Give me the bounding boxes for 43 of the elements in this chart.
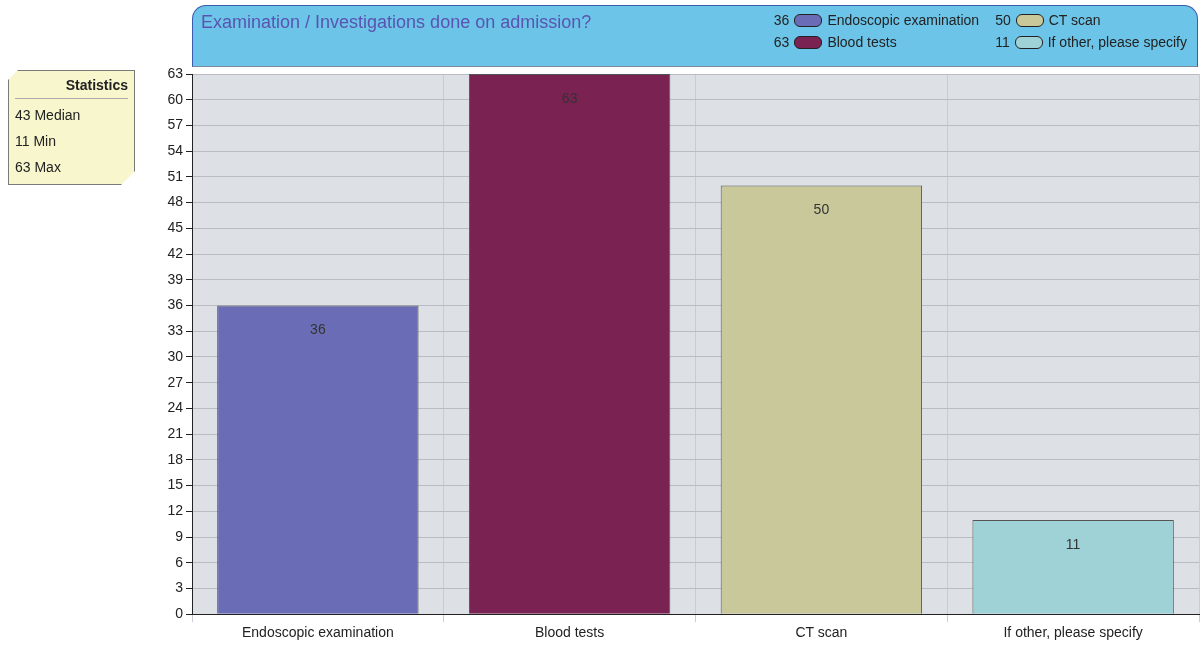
y-tick-label: 60	[167, 90, 184, 107]
y-tick-label: 21	[167, 424, 184, 441]
text: 36	[773, 12, 790, 28]
y-tick-label: 45	[167, 219, 184, 236]
y-tick-label: 51	[167, 167, 184, 184]
legend-label: Endoscopic examination	[827, 12, 980, 28]
y-tick-label: 36	[167, 296, 184, 313]
y-tick-label: 30	[167, 347, 184, 364]
text: 11 Min	[15, 132, 57, 151]
legend-label: CT scan	[1048, 12, 1101, 28]
x-tick-label: CT scan	[795, 624, 848, 641]
data-label: 36	[310, 321, 326, 338]
text: 63 Max	[15, 158, 62, 177]
y-tick-label: 48	[167, 193, 184, 210]
text: 63	[773, 34, 790, 50]
x-tick-label: If other, please specify	[1003, 624, 1143, 641]
y-tick-label: 27	[167, 373, 184, 390]
y-tick-label: 6	[175, 553, 184, 570]
text: 11	[995, 34, 1010, 50]
y-tick-label: 63	[167, 64, 184, 81]
y-tick-label: 24	[167, 399, 184, 416]
text: 43 Median	[15, 106, 82, 125]
y-tick-label: 42	[167, 244, 184, 261]
y-tick-label: 12	[167, 502, 184, 519]
y-tick-label: 9	[175, 527, 184, 544]
x-tick-label: Endoscopic examination	[241, 624, 394, 641]
y-tick-label: 15	[167, 476, 184, 493]
chart-title: Examination / Investigations done on admission?	[201, 11, 593, 33]
data-label: 50	[813, 201, 830, 218]
text: 50	[995, 12, 1011, 28]
y-tick-label: 33	[167, 322, 184, 339]
y-tick-label: 3	[175, 579, 184, 596]
y-tick-label: 39	[167, 270, 184, 287]
legend-label: If other, please specify	[1047, 34, 1187, 50]
y-tick-label: 57	[167, 116, 184, 133]
y-tick-label: 18	[167, 450, 184, 467]
text: Statistics	[15, 75, 128, 99]
data-label: 11	[1065, 535, 1081, 552]
data-label: 63	[561, 89, 578, 106]
x-tick-label: Blood tests	[534, 624, 605, 641]
legend-label: Blood tests	[827, 34, 897, 50]
y-tick-label: 54	[167, 142, 184, 159]
y-tick-label: 0	[175, 605, 184, 622]
